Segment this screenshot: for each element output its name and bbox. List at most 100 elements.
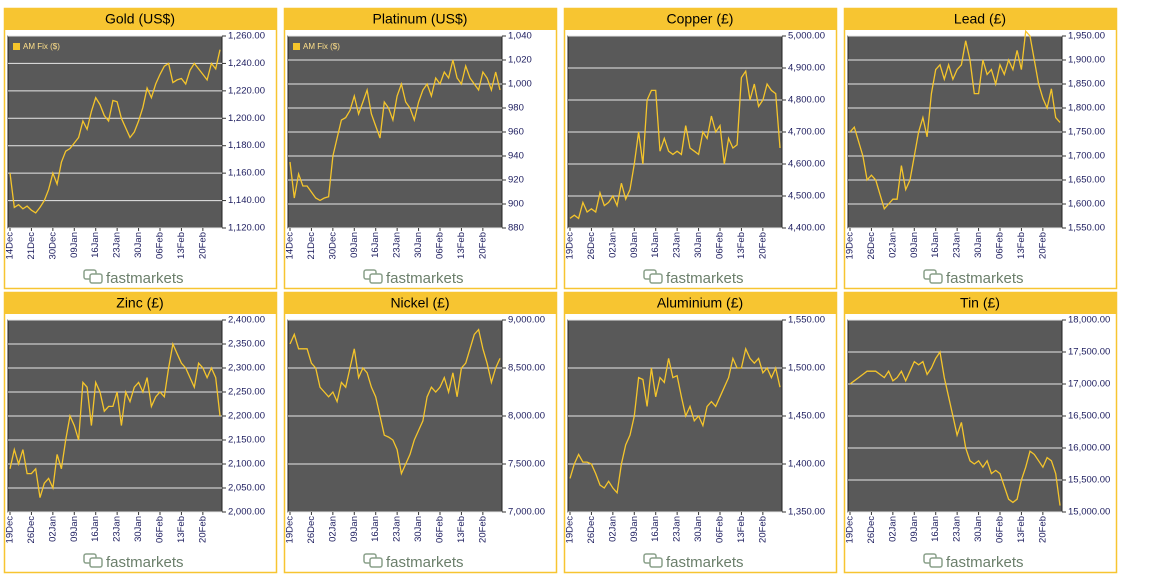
price-line	[9, 341, 221, 498]
x-tick-label: 26Dec	[306, 516, 317, 544]
x-tick-label: 30Jan	[693, 516, 704, 542]
x-tick-label: 16Jan	[90, 232, 101, 258]
logo-icon	[369, 273, 383, 284]
y-tick-label: 940	[508, 151, 524, 162]
logo-icon	[929, 273, 943, 284]
plot-area	[7, 35, 223, 229]
x-tick-label: 16Jan	[650, 232, 661, 258]
title-bar	[5, 293, 276, 314]
y-tick-label: 1,000	[508, 79, 532, 90]
x-tick-label: 13Feb	[456, 232, 467, 259]
y-tick-label: 1,650.00	[1068, 175, 1105, 186]
x-tick-label: 30Dec	[327, 232, 338, 260]
x-tick-label: 30Dec	[47, 232, 58, 260]
chart-title: Aluminium (£)	[657, 295, 743, 311]
x-tick-label: 26Dec	[866, 232, 877, 260]
x-tick-label: 02Jan	[607, 516, 618, 542]
y-tick-label: 980	[508, 103, 524, 114]
x-tick-label: 02Jan	[887, 516, 898, 542]
x-tick-label: 23Jan	[112, 516, 123, 542]
x-tick-label: 06Feb	[155, 232, 166, 259]
x-tick-label: 16Jan	[370, 232, 381, 258]
y-tick-label: 1,900.00	[1068, 55, 1105, 66]
x-tick-label: 26Dec	[586, 516, 597, 544]
y-tick-label: 1,750.00	[1068, 127, 1105, 138]
x-tick-label: 06Feb	[435, 232, 446, 259]
x-tick-label: 13Feb	[1016, 232, 1027, 259]
y-tick-label: 2,150.00	[228, 435, 265, 446]
y-tick-label: 4,400.00	[788, 223, 825, 234]
price-line	[849, 29, 1061, 211]
y-tick-label: 900	[508, 199, 524, 210]
y-tick-label: 2,300.00	[228, 363, 265, 374]
x-tick-label: 19Dec	[565, 516, 576, 544]
y-tick-label: 1,180.00	[228, 140, 265, 151]
y-tick-label: 1,550.00	[1068, 223, 1105, 234]
x-tick-label: 09Jan	[349, 516, 360, 542]
x-tick-label: 21Dec	[306, 232, 317, 260]
y-tick-label: 7,500.00	[508, 459, 545, 470]
x-tick-label: 13Feb	[176, 516, 187, 543]
legend-swatch	[293, 43, 300, 50]
title-bar	[5, 9, 276, 30]
logo-icon	[649, 273, 663, 284]
price-line	[569, 69, 781, 220]
title-bar	[565, 9, 836, 30]
x-tick-label: 16Jan	[650, 516, 661, 542]
x-tick-label: 09Jan	[629, 232, 640, 258]
logo-icon	[649, 557, 663, 568]
chart-title: Copper (£)	[667, 11, 734, 27]
x-tick-label: 06Feb	[155, 516, 166, 543]
x-tick-label: 20Feb	[757, 516, 768, 543]
x-tick-label: 06Feb	[715, 516, 726, 543]
y-tick-label: 4,900.00	[788, 63, 825, 74]
x-tick-label: 30Jan	[973, 232, 984, 258]
x-tick-label: 21Dec	[26, 232, 37, 260]
logo-icon	[89, 273, 103, 284]
x-tick-label: 19Dec	[285, 516, 296, 544]
x-tick-label: 16Jan	[90, 516, 101, 542]
y-tick-label: 2,350.00	[228, 339, 265, 350]
x-tick-label: 19Dec	[845, 232, 856, 260]
y-tick-label: 1,160.00	[228, 168, 265, 179]
y-tick-label: 7,000.00	[508, 507, 545, 518]
y-tick-label: 2,400.00	[228, 315, 265, 326]
brand-logo: fastmarkets	[106, 270, 184, 287]
x-tick-label: 23Jan	[392, 516, 403, 542]
y-tick-label: 1,850.00	[1068, 79, 1105, 90]
x-tick-label: 09Jan	[909, 516, 920, 542]
y-tick-label: 2,250.00	[228, 387, 265, 398]
x-tick-label: 23Jan	[392, 232, 403, 258]
y-tick-label: 1,500.00	[788, 363, 825, 374]
y-tick-label: 4,500.00	[788, 191, 825, 202]
legend-label: AM Fix ($)	[303, 42, 340, 51]
x-tick-label: 02Jan	[607, 232, 618, 258]
y-tick-label: 4,600.00	[788, 159, 825, 170]
x-tick-label: 06Feb	[715, 232, 726, 259]
y-tick-label: 1,400.00	[788, 459, 825, 470]
brand-logo: fastmarkets	[666, 270, 744, 287]
y-tick-label: 1,020	[508, 55, 532, 66]
y-tick-label: 1,220.00	[228, 85, 265, 96]
y-tick-label: 1,700.00	[1068, 151, 1105, 162]
chart-title: Gold (US$)	[105, 11, 175, 27]
x-tick-label: 06Feb	[995, 232, 1006, 259]
x-tick-label: 09Jan	[629, 516, 640, 542]
price-line	[569, 346, 781, 495]
logo-icon	[929, 557, 943, 568]
logo-icon	[369, 557, 383, 568]
x-tick-label: 02Jan	[327, 516, 338, 542]
brand-logo: fastmarkets	[946, 270, 1024, 287]
legend-swatch	[13, 43, 20, 50]
x-tick-label: 06Feb	[995, 516, 1006, 543]
x-tick-label: 19Dec	[5, 516, 16, 544]
chart-title: Nickel (£)	[390, 295, 449, 311]
x-tick-label: 23Jan	[952, 516, 963, 542]
y-tick-label: 2,200.00	[228, 411, 265, 422]
y-tick-label: 16,500.00	[1068, 411, 1110, 422]
x-tick-label: 23Jan	[952, 232, 963, 258]
y-tick-label: 5,000.00	[788, 31, 825, 42]
x-tick-label: 13Feb	[736, 232, 747, 259]
y-tick-label: 1,800.00	[1068, 103, 1105, 114]
y-tick-label: 15,500.00	[1068, 475, 1110, 486]
